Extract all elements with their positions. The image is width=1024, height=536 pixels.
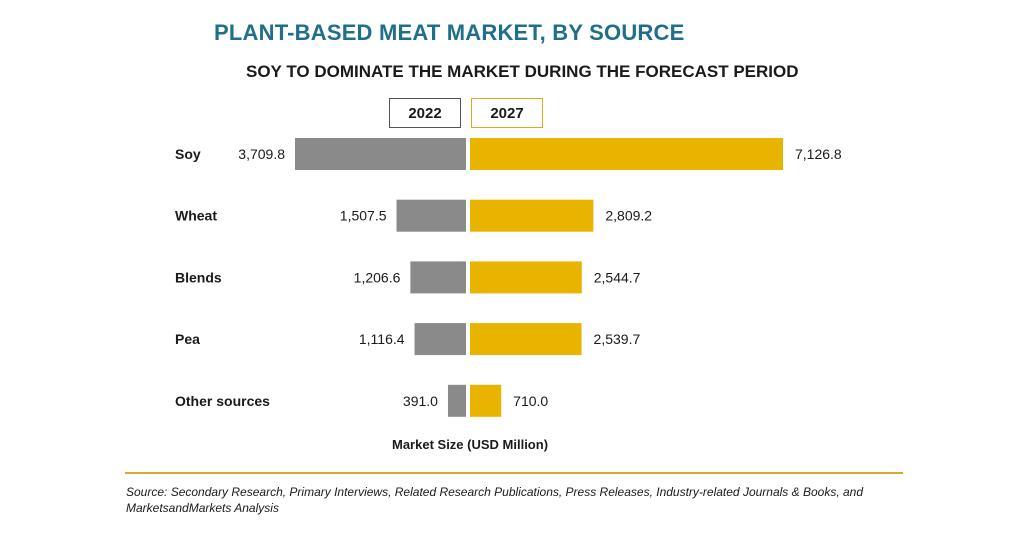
legend-2027: 2027 — [471, 98, 543, 128]
category-label-blends: Blends — [175, 269, 222, 285]
value-label-2022-soy: 3,709.8 — [238, 146, 285, 162]
value-label-2027-wheat: 2,809.2 — [605, 208, 652, 224]
bar-2022-soy — [295, 138, 466, 170]
bar-2027-pea — [470, 323, 582, 356]
bar-2027-soy — [470, 138, 783, 170]
bar-2022-other-sources — [447, 384, 466, 417]
bar-2027-other-sources — [470, 384, 502, 417]
divider-line — [125, 472, 903, 474]
bar-2027-wheat — [470, 199, 594, 232]
category-label-soy: Soy — [175, 146, 201, 162]
value-label-2022-other-sources: 391.0 — [403, 393, 438, 409]
category-label-wheat: Wheat — [175, 208, 217, 224]
category-label-pea: Pea — [175, 331, 200, 347]
value-label-2027-pea: 2,539.7 — [594, 331, 641, 347]
bar-2027-blends — [470, 261, 582, 294]
value-label-2027-soy: 7,126.8 — [795, 146, 842, 162]
bar-2022-pea — [414, 323, 466, 356]
value-label-2027-other-sources: 710.0 — [513, 393, 548, 409]
chart-subtitle: SOY TO DOMINATE THE MARKET DURING THE FO… — [246, 62, 799, 81]
value-label-2027-blends: 2,544.7 — [594, 269, 641, 285]
chart-title: PLANT-BASED MEAT MARKET, BY SOURCE — [214, 20, 685, 45]
x-axis-label: Market Size (USD Million) — [392, 437, 549, 452]
legend-2022: 2022 — [389, 98, 461, 128]
value-label-2022-blends: 1,206.6 — [354, 269, 401, 285]
value-label-2022-pea: 1,116.4 — [359, 331, 405, 347]
value-label-2022-wheat: 1,507.5 — [340, 208, 387, 224]
bar-2022-wheat — [396, 199, 466, 232]
bar-2022-blends — [410, 261, 466, 294]
category-label-other-sources: Other sources — [175, 393, 270, 409]
source-note: Source: Secondary Research, Primary Inte… — [126, 485, 864, 515]
